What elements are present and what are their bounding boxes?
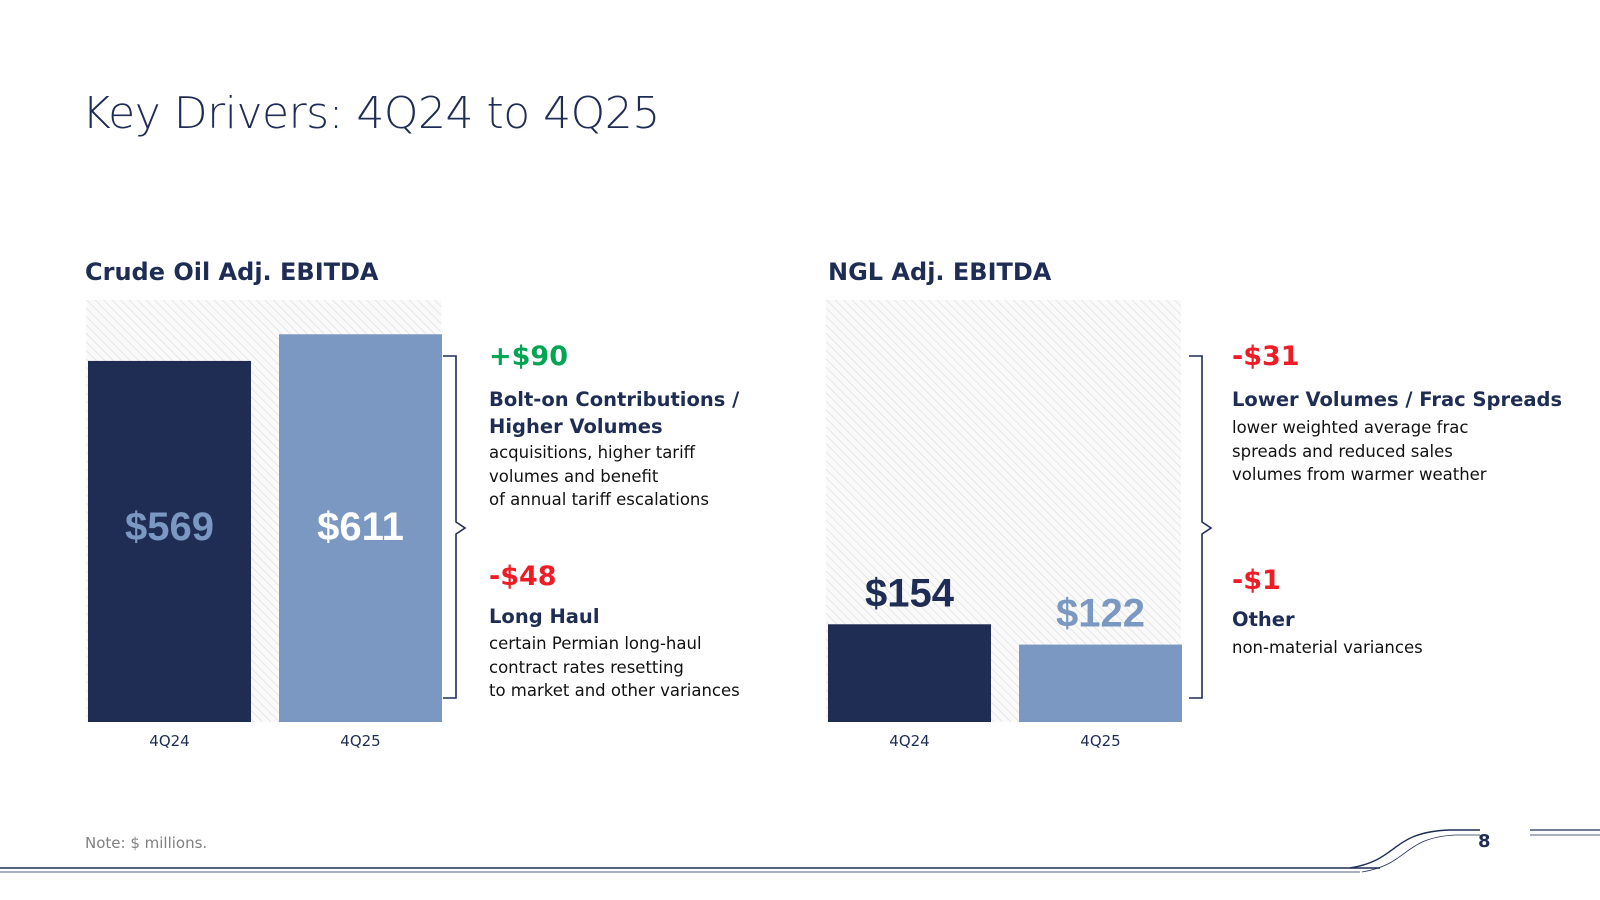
ngl-drivers-bracket xyxy=(1189,355,1213,699)
footer-swoosh-lines xyxy=(0,829,1600,873)
bar-value-label: $154 xyxy=(865,571,955,615)
page-title: Key Drivers: 4Q24 to 4Q25 xyxy=(82,88,660,139)
crude-driver-2-amount: -$48 xyxy=(489,561,557,592)
page-number: 8 xyxy=(1478,831,1491,852)
crude-chart-title: Crude Oil Adj. EBITDA xyxy=(85,258,379,286)
crude-driver-2-description: certain Permian long-haul contract rates… xyxy=(489,634,740,700)
bar-4Q25 xyxy=(1019,644,1182,722)
crude-oil-bar-chart: $569 4Q24 $611 4Q25 xyxy=(86,300,442,750)
ngl-driver-2-description: non-material variances xyxy=(1232,638,1423,657)
bar-4Q25 xyxy=(279,334,442,722)
footnote: Note: $ millions. xyxy=(85,834,208,852)
ngl-driver-1-description: lower weighted average frac spreads and … xyxy=(1232,418,1487,484)
ngl-driver-1-amount: -$31 xyxy=(1232,341,1300,372)
crude-driver-1-amount: +$90 xyxy=(489,341,568,372)
ngl-driver-2-title: Other xyxy=(1232,608,1295,631)
crude-driver-1-description: acquisitions, higher tariff volumes and … xyxy=(489,443,709,509)
bar-value-label: $611 xyxy=(317,505,404,549)
bar-value-label: $122 xyxy=(1056,592,1145,636)
crude-drivers-bracket xyxy=(443,355,467,699)
x-tick-label: 4Q24 xyxy=(149,732,189,750)
crude-driver-1-title: Bolt-on Contributions / Higher Volumes xyxy=(489,388,740,438)
ngl-driver-2-amount: -$1 xyxy=(1232,565,1281,596)
bar-4Q24 xyxy=(828,624,991,722)
bar-value-label: $569 xyxy=(125,505,214,549)
x-tick-label: 4Q24 xyxy=(889,732,929,750)
bar-4Q24 xyxy=(88,360,251,722)
crude-driver-2-title: Long Haul xyxy=(489,605,600,628)
ngl-driver-1-title: Lower Volumes / Frac Spreads xyxy=(1232,388,1563,411)
ngl-chart-title: NGL Adj. EBITDA xyxy=(828,258,1052,286)
x-tick-label: 4Q25 xyxy=(1080,732,1120,750)
x-tick-label: 4Q25 xyxy=(340,732,380,750)
ngl-bar-chart: $154 4Q24 $122 4Q25 xyxy=(826,300,1182,750)
